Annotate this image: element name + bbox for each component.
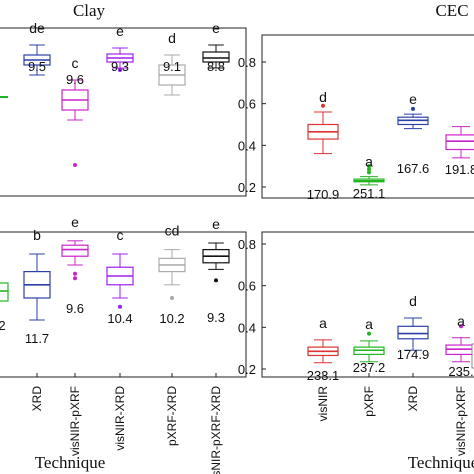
x-tick-label: visNIR-pXRF-XRD xyxy=(209,386,223,474)
outlier-point xyxy=(214,278,218,283)
significance-letter: d xyxy=(409,293,417,309)
y-tick-label: 0.8 xyxy=(238,237,256,252)
significance-letter: e xyxy=(71,214,79,230)
value-label: 9.1 xyxy=(163,59,181,74)
significance-letter: e xyxy=(116,23,124,39)
value-label: 8.8 xyxy=(207,59,225,74)
value-label: 10.4 xyxy=(107,311,132,326)
x-axis-title: Technique xyxy=(408,453,474,472)
value-label: 167.6 xyxy=(397,161,430,176)
outlier-point xyxy=(367,167,371,172)
box-iqr xyxy=(202,51,230,63)
x-tick-label: pXRF-XRD xyxy=(165,386,179,446)
box-iqr xyxy=(0,282,9,302)
panel-frame xyxy=(0,231,247,378)
outlier-point xyxy=(73,163,77,167)
significance-letter: b xyxy=(33,227,41,243)
significance-letter: a xyxy=(319,315,327,331)
panel-title: Clay xyxy=(73,1,106,20)
significance-letter: de xyxy=(29,20,45,36)
box-iqr xyxy=(397,325,429,340)
panel-frame xyxy=(261,34,474,199)
significance-letter: c xyxy=(117,227,124,243)
value-label: 11.7 xyxy=(25,331,49,346)
significance-letter: cd xyxy=(165,223,180,239)
value-label: 174.9 xyxy=(397,347,430,362)
value-label: 9.6 xyxy=(66,72,84,87)
value-label: 237.2 xyxy=(353,360,386,375)
significance-letter: a xyxy=(365,154,373,170)
x-tick-label: visNIR-XRD xyxy=(113,386,127,451)
outlier-point xyxy=(118,68,122,72)
x-tick-label: visNIR-pXRF xyxy=(454,386,468,456)
outlier-point xyxy=(367,170,371,175)
outlier-point xyxy=(459,324,463,329)
panel-frame xyxy=(0,27,247,197)
value-label: 9.3 xyxy=(207,310,225,325)
box-iqr xyxy=(445,134,474,151)
outlier-point xyxy=(367,331,371,336)
x-axis-title: Technique xyxy=(35,453,106,472)
outlier-point xyxy=(367,164,371,169)
outlier-point xyxy=(73,276,77,281)
value-label: 191.8 xyxy=(445,162,474,177)
value-label: 9.5 xyxy=(28,59,46,74)
significance-letter: d xyxy=(168,30,176,46)
y-tick-label: 0.2 xyxy=(238,362,256,377)
y-tick-label: 0.4 xyxy=(238,320,256,335)
y-tick-label: 0.6 xyxy=(238,279,256,294)
value-label: 9.3 xyxy=(111,59,129,74)
value-label: 9.6 xyxy=(66,301,84,316)
outlier-point xyxy=(321,103,325,108)
significance-letter: c xyxy=(72,55,79,71)
x-tick-label: XRD xyxy=(406,386,420,412)
box-iqr xyxy=(471,343,474,369)
value-label: 170.9 xyxy=(307,187,340,202)
outlier-point xyxy=(73,271,77,276)
outlier-point xyxy=(118,304,122,309)
y-tick-label: 0.8 xyxy=(238,55,256,70)
y-tick-label: 0.4 xyxy=(238,138,256,153)
significance-letter: a xyxy=(365,316,373,332)
significance-letter: e xyxy=(212,20,220,36)
value-label: 5 xyxy=(0,0,6,3)
outlier-point xyxy=(411,106,415,111)
significance-letter: e xyxy=(409,91,417,107)
panel-frame xyxy=(261,231,474,378)
x-tick-label: visNIR-pXRF xyxy=(68,386,82,456)
value-label: 235. xyxy=(448,364,473,379)
value-label: 10.2 xyxy=(159,311,184,326)
outlier-point xyxy=(170,296,174,300)
value-label: 2 xyxy=(0,318,6,333)
x-tick-label: pXRF xyxy=(362,386,376,417)
significance-letter: a xyxy=(457,313,465,329)
y-tick-label: 0.2 xyxy=(238,180,256,195)
x-tick-label: XRD xyxy=(30,386,44,412)
x-tick-label: visNIR xyxy=(316,386,330,422)
panel-title: CEC xyxy=(435,1,468,20)
box-iqr xyxy=(61,244,89,257)
significance-letter: d xyxy=(319,89,327,105)
significance-letter: e xyxy=(212,216,220,232)
value-label: 251.1 xyxy=(353,186,386,201)
y-tick-label: 0.6 xyxy=(238,97,256,112)
